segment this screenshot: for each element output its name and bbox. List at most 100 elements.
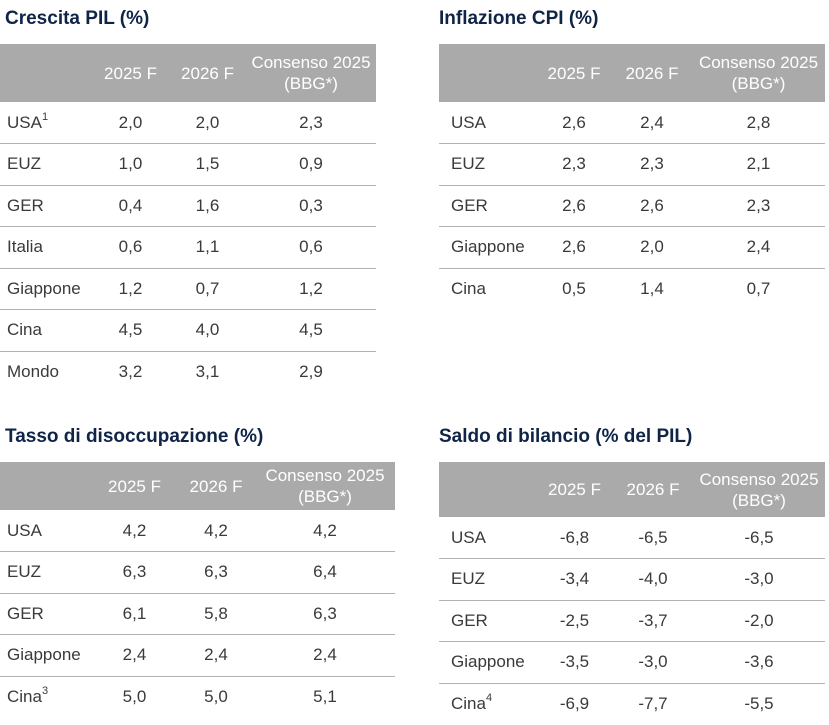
value-cell: 5,8 [204, 603, 228, 623]
value-cell: 0,4 [118, 195, 143, 215]
value-cell: 3,2 [118, 362, 143, 381]
header-cell [439, 462, 536, 517]
table-row: Cina 4,5 4,0 4,5 [0, 310, 376, 351]
value-cell: 2,6 [640, 195, 664, 215]
value-cell: 0,3 [299, 195, 323, 215]
value-cell: 2,1 [746, 154, 771, 174]
header-cell: Consenso 2025 (BBG*) [698, 53, 819, 93]
row-label: Cina [7, 320, 42, 340]
table-row: Cina 0,5 1,4 0,7 [439, 268, 825, 310]
header-cell: Consenso 2025 (BBG*) [265, 466, 385, 506]
value-cell: -3,0 [744, 569, 774, 589]
table-row: USA 2,6 2,4 2,8 [439, 102, 825, 144]
footnote-marker: 1 [41, 110, 49, 123]
header-cell [0, 462, 92, 510]
table-title: Tasso di disoccupazione (%) [5, 426, 264, 447]
value-cell: 2,0 [640, 237, 664, 257]
table-row: Giappone 2,6 2,0 2,4 [439, 227, 825, 268]
value-cell: 1,2 [118, 278, 143, 298]
header-cell: 2025 F [547, 63, 601, 83]
header-cell: 2025 F [548, 480, 601, 499]
value-cell: 6,4 [313, 562, 337, 582]
row-label: EUZ [451, 569, 485, 589]
value-cell: 1,5 [195, 154, 220, 174]
header-cell: 2025 F [108, 476, 161, 496]
table-row: USA -6,8 -6,5 -6,5 [439, 517, 825, 559]
header-cell: 2025 F [104, 63, 157, 83]
value-cell: 1,1 [195, 237, 220, 257]
value-cell: 6,3 [204, 562, 228, 582]
value-cell: 2,4 [640, 112, 664, 132]
row-label: Giappone [451, 652, 525, 672]
footnote-marker: 4 [485, 692, 493, 705]
value-cell: 2,8 [746, 112, 771, 132]
table-row: Cina3 5,0 5,0 5,1 [0, 676, 395, 718]
table-row: GER -2,5 -3,7 -2,0 [439, 600, 825, 642]
value-cell: 0,7 [746, 279, 771, 298]
row-label: EUZ [7, 154, 41, 174]
value-cell: 4,5 [118, 320, 143, 340]
value-cell: 4,2 [122, 520, 147, 540]
unemployment-table: 2025 F 2026 F Consenso 2025 (BBG*) USA 4,… [0, 462, 395, 718]
header-cell: 2026 F [625, 63, 679, 83]
table-row: Giappone -3,5 -3,0 -3,6 [439, 642, 825, 683]
value-cell: 5,0 [122, 687, 147, 706]
budget-balance-table: 2025 F 2026 F Consenso 2025 (BBG*) USA -6… [439, 462, 825, 725]
table-row: Cina4 -6,9 -7,7 -5,5 [439, 683, 825, 725]
value-cell: -7,7 [638, 694, 668, 713]
header-cell [439, 44, 536, 102]
header-cell: 2026 F [189, 476, 243, 496]
row-label: EUZ [451, 154, 485, 174]
row-label: USA [451, 112, 486, 132]
row-label: USA [7, 520, 42, 540]
value-cell: -3,6 [744, 652, 774, 672]
value-cell: 0,7 [195, 278, 220, 298]
gdp-growth-table: 2025 F 2026 F Consenso 2025 (BBG*) USA1 2… [0, 44, 376, 393]
value-cell: 2,6 [562, 195, 586, 215]
row-label: EUZ [7, 562, 41, 582]
value-cell: 2,9 [299, 362, 323, 381]
row-label: Mondo [7, 362, 59, 381]
value-cell: 4,2 [204, 520, 228, 540]
value-cell: 2,4 [746, 237, 771, 257]
table-row: USA1 2,0 2,0 2,3 [0, 102, 376, 144]
table-row: GER 2,6 2,6 2,3 [439, 185, 825, 227]
value-cell: -3,5 [559, 652, 590, 672]
value-cell: -4,0 [638, 569, 668, 589]
table-row: EUZ 2,3 2,3 2,1 [439, 144, 825, 185]
value-cell: -2,5 [559, 610, 590, 630]
table-block-unemployment: Tasso di disoccupazione (%) 2025 F 2026 … [0, 426, 395, 721]
value-cell: 5,0 [204, 687, 228, 706]
table-title: Saldo di bilancio (% del PIL) [439, 426, 693, 447]
table-row: Giappone 1,2 0,7 1,2 [0, 268, 376, 310]
table-block-budget-balance: Saldo di bilancio (% del PIL) 2025 F 202… [439, 426, 825, 721]
value-cell: 2,3 [562, 154, 586, 174]
value-cell: -2,0 [744, 610, 774, 630]
footnote-marker: 3 [41, 685, 49, 698]
row-label: Giappone [7, 278, 81, 298]
header-cell: 2026 F [181, 63, 234, 83]
table-row: USA 4,2 4,2 4,2 [0, 510, 395, 552]
value-cell: 1,4 [640, 279, 664, 298]
value-cell: 2,4 [313, 645, 337, 665]
row-label: Cina4 [451, 692, 493, 713]
value-cell: 2,0 [195, 112, 220, 132]
value-cell: 1,2 [299, 278, 323, 298]
table-row: Giappone 2,4 2,4 2,4 [0, 635, 395, 676]
value-cell: 0,9 [299, 154, 323, 174]
row-label: USA1 [7, 110, 49, 132]
value-cell: 2,6 [562, 112, 586, 132]
value-cell: 6,3 [122, 562, 147, 582]
table-row: GER 0,4 1,6 0,3 [0, 185, 376, 227]
value-cell: 2,3 [299, 112, 323, 132]
row-label: Cina [451, 279, 486, 298]
value-cell: -6,5 [638, 527, 668, 547]
value-cell: 2,4 [122, 645, 147, 665]
value-cell: -6,8 [559, 527, 590, 547]
value-cell: -5,5 [744, 694, 774, 713]
value-cell: -3,7 [638, 610, 668, 630]
header-cell: 2026 F [626, 480, 680, 499]
row-label: GER [451, 610, 488, 630]
value-cell: 0,6 [118, 237, 143, 257]
value-cell: 2,6 [562, 237, 586, 257]
